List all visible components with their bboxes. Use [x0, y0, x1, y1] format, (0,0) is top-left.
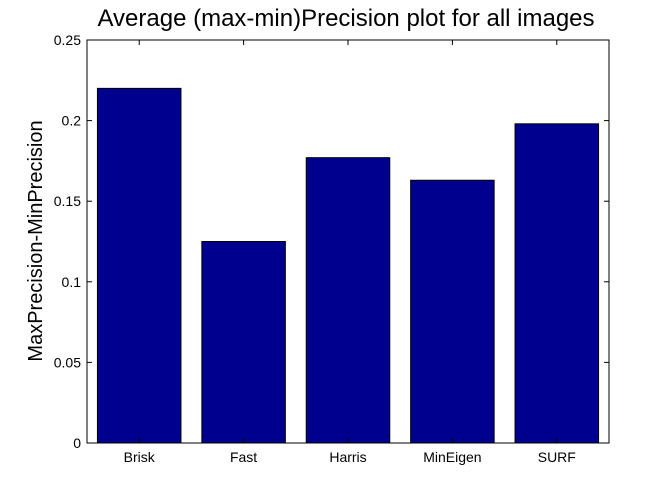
y-axis-label: MaxPrecision-MinPrecision	[25, 120, 47, 361]
y-tick-label: 0	[73, 435, 81, 451]
y-tick-label: 0.1	[62, 274, 82, 290]
y-tick-label: 0.05	[54, 354, 81, 370]
bar-mineigen	[410, 179, 495, 444]
bar-fast	[201, 241, 286, 444]
bar-brisk	[96, 87, 182, 444]
axes-frame	[86, 39, 610, 444]
y-tick-label: 0.25	[54, 32, 81, 48]
x-tick-label: Harris	[329, 449, 366, 465]
y-tick-label: 0.2	[62, 113, 82, 129]
x-tick-label: MinEigen	[423, 449, 481, 465]
chart-title: Average (max-min)Precision plot for all …	[97, 5, 594, 32]
bar-surf	[514, 123, 600, 444]
x-tick-label: Brisk	[124, 449, 156, 465]
plot-area: Brisk Fast Harris MinEigen SURF 0 0.05 0.1 0.15 0…	[54, 32, 610, 465]
x-tick-label: SURF	[538, 449, 576, 465]
y-tick-label: 0.15	[54, 193, 81, 209]
bar-harris	[305, 157, 391, 444]
x-tick-label: Fast	[230, 449, 257, 465]
